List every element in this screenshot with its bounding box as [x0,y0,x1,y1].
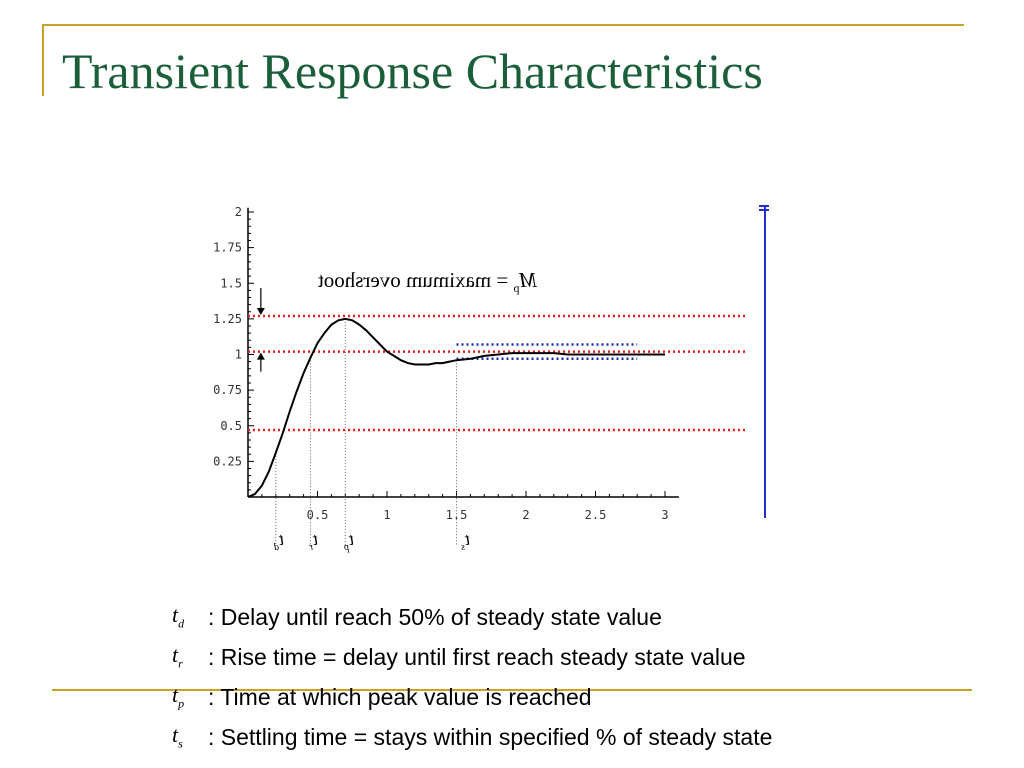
legend-row-peak: tp : Time at which peak value is reached [172,677,992,717]
slide-title: Transient Response Characteristics [62,43,763,99]
x-tick-label: 2 [522,508,529,522]
time-label: td [273,529,284,553]
time-label-text: tr [309,529,318,553]
legend-text: : Time at which peak value is reached [208,683,592,710]
x-tick-label: 1 [383,508,390,522]
y-tick-label: 0.75 [213,383,242,397]
time-label: tp [344,529,354,553]
slide-left-rule [42,24,44,96]
overshoot-arrow-top-head [256,308,265,316]
slide-top-rule [42,24,964,26]
y-tick-label: 2 [235,205,242,219]
x-tick-label: 0.5 [307,508,329,522]
legend-symbol: td [172,602,185,631]
x-tick-label: 1.5 [446,508,468,522]
slide-bottom-rule [52,689,972,691]
legend-symbol: ts [172,722,183,751]
legend-row-rise: tr : Rise time = delay until first reach… [172,637,992,677]
overshoot-annotation: Mp = maximum overshoot [318,268,538,295]
x-tick-label: 3 [661,508,668,522]
y-tick-label: 1.5 [220,276,242,290]
time-label: tr [309,529,318,553]
y-tick-label: 1 [235,348,242,362]
time-label-text: tp [344,529,354,553]
response-curve [247,317,665,498]
legend-row-settling: ts : Settling time = stays within specif… [172,717,992,757]
x-tick-label: 2.5 [585,508,607,522]
time-label-text: td [273,529,284,553]
overshoot-annotation-text: Mp = maximum overshoot [318,268,538,295]
time-label-text: ts [461,529,470,553]
y-tick-label: 0.25 [213,454,242,468]
legend-row-delay: td : Delay until reach 50% of steady sta… [172,597,992,637]
legend-text: : Settling time = stays within specified… [208,723,773,750]
legend-text: : Rise time = delay until first reach st… [208,643,746,670]
time-label: ts [461,529,470,553]
y-tick-label: 0.5 [220,419,242,433]
legend-text: : Delay until reach 50% of steady state … [208,603,662,630]
overshoot-arrow-bottom-head [256,352,265,360]
legend-symbol: tr [172,642,183,671]
y-tick-label: 1.25 [213,312,242,326]
legend: td : Delay until reach 50% of steady sta… [172,597,992,757]
legend-symbol: tp [172,682,185,711]
y-tick-label: 1.75 [213,241,242,255]
